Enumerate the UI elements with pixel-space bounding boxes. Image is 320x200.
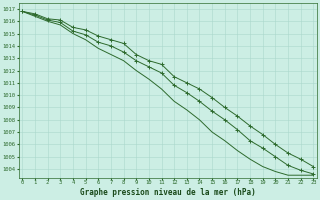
X-axis label: Graphe pression niveau de la mer (hPa): Graphe pression niveau de la mer (hPa) (80, 188, 256, 197)
